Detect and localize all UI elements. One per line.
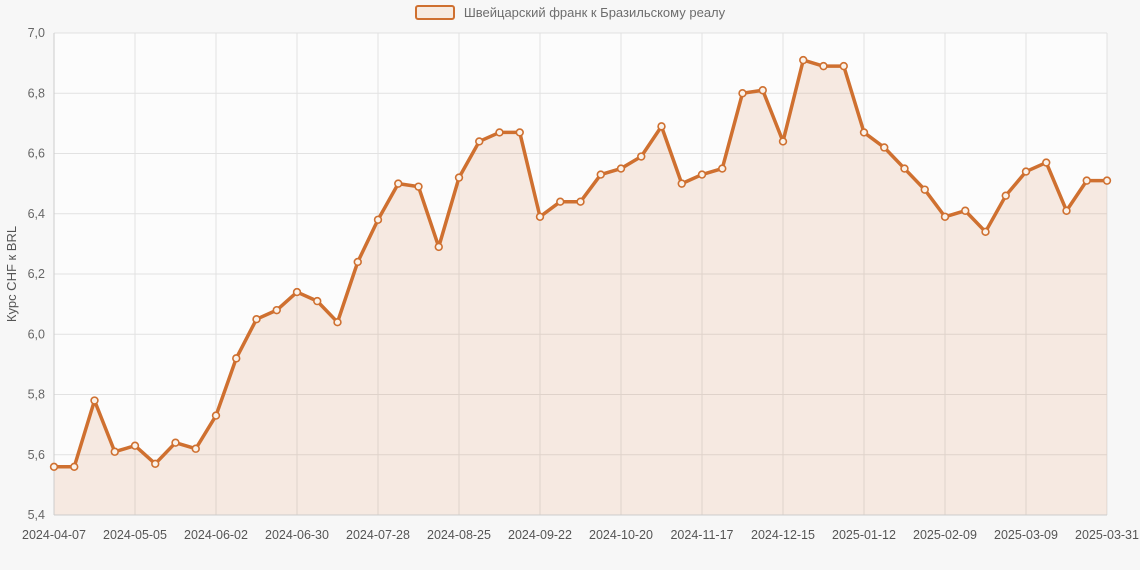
data-point[interactable] xyxy=(535,212,545,221)
data-point[interactable] xyxy=(1082,176,1091,185)
legend-item-chf-brl[interactable]: Швейцарский франк к Бразильскому реалу xyxy=(414,5,726,20)
data-point[interactable] xyxy=(292,287,302,297)
data-point[interactable] xyxy=(232,354,241,363)
data-point[interactable] xyxy=(272,305,281,315)
data-point[interactable] xyxy=(1001,191,1010,200)
data-point[interactable] xyxy=(778,137,788,146)
data-point[interactable] xyxy=(434,242,443,252)
data-point[interactable] xyxy=(839,61,848,71)
x-tick-label: 2024-08-25 xyxy=(427,528,491,542)
y-axis-title: Курс CHF к BRL xyxy=(4,226,19,322)
data-point[interactable] xyxy=(900,164,909,173)
data-point[interactable] xyxy=(171,438,180,447)
data-point[interactable] xyxy=(1062,206,1071,215)
data-point[interactable] xyxy=(799,55,808,65)
y-tick-label: 5,4 xyxy=(28,508,45,522)
data-point[interactable] xyxy=(515,128,524,137)
x-tick-label: 2024-04-07 xyxy=(22,528,86,542)
x-tick-label: 2024-10-20 xyxy=(589,528,653,542)
data-point[interactable] xyxy=(859,128,869,137)
data-point[interactable] xyxy=(1021,167,1031,176)
data-point[interactable] xyxy=(191,444,200,453)
data-point[interactable] xyxy=(940,212,950,221)
y-tick-label: 6,2 xyxy=(28,267,45,281)
x-tick-label: 2025-02-09 xyxy=(913,528,977,542)
data-point[interactable] xyxy=(211,411,221,420)
data-point[interactable] xyxy=(981,227,990,237)
data-point[interactable] xyxy=(596,170,605,179)
data-point[interactable] xyxy=(880,143,889,152)
series-area-fill xyxy=(54,60,1107,516)
x-tick-label: 2024-06-02 xyxy=(184,528,248,542)
data-point[interactable] xyxy=(1102,176,1112,185)
data-point[interactable] xyxy=(49,462,59,471)
x-tick-label: 2024-06-30 xyxy=(265,528,329,542)
data-point[interactable] xyxy=(313,296,322,306)
data-point[interactable] xyxy=(414,182,423,191)
data-point[interactable] xyxy=(1042,158,1051,167)
y-tick-label: 6,0 xyxy=(28,327,45,341)
data-point[interactable] xyxy=(961,206,970,215)
data-point[interactable] xyxy=(738,89,747,98)
data-point[interactable] xyxy=(70,462,79,471)
y-tick-label: 7,0 xyxy=(28,26,45,40)
data-point[interactable] xyxy=(130,441,140,450)
data-point[interactable] xyxy=(556,197,565,206)
y-tick-label: 5,8 xyxy=(28,388,45,402)
data-point[interactable] xyxy=(718,164,727,173)
data-point[interactable] xyxy=(616,164,626,173)
data-point[interactable] xyxy=(758,86,767,95)
data-point[interactable] xyxy=(394,179,403,188)
data-point[interactable] xyxy=(373,215,383,224)
legend-series-swatch xyxy=(414,5,455,20)
data-point[interactable] xyxy=(110,447,119,456)
x-tick-label: 2025-03-09 xyxy=(994,528,1058,542)
data-point[interactable] xyxy=(252,314,261,324)
y-tick-label: 6,8 xyxy=(28,86,45,100)
chart-legend: Швейцарский франк к Бразильскому реалу xyxy=(0,5,1140,20)
y-tick-label: 6,6 xyxy=(28,147,45,161)
data-point[interactable] xyxy=(637,152,646,161)
data-point[interactable] xyxy=(475,137,484,146)
legend-series-label: Швейцарский франк к Бразильскому реалу xyxy=(463,5,726,20)
x-tick-label: 2024-05-05 xyxy=(103,528,167,542)
data-point[interactable] xyxy=(657,122,666,131)
data-point[interactable] xyxy=(454,173,464,182)
data-point[interactable] xyxy=(819,61,828,71)
data-point[interactable] xyxy=(495,128,504,137)
x-tick-label: 2024-07-28 xyxy=(346,528,410,542)
x-tick-label: 2025-01-12 xyxy=(832,528,896,542)
data-point[interactable] xyxy=(151,459,160,468)
x-tick-label: 2025-03-31 xyxy=(1075,528,1139,542)
data-point[interactable] xyxy=(697,170,707,179)
y-tick-label: 6,4 xyxy=(28,207,45,221)
data-point[interactable] xyxy=(353,257,362,267)
data-point[interactable] xyxy=(90,396,99,405)
x-tick-label: 2024-12-15 xyxy=(751,528,815,542)
data-point[interactable] xyxy=(333,318,342,327)
data-point[interactable] xyxy=(576,197,585,206)
x-tick-label: 2024-09-22 xyxy=(508,528,572,542)
data-point[interactable] xyxy=(920,185,929,194)
x-tick-label: 2024-11-17 xyxy=(670,528,733,542)
data-point[interactable] xyxy=(677,179,686,188)
y-tick-label: 5,6 xyxy=(28,448,45,462)
